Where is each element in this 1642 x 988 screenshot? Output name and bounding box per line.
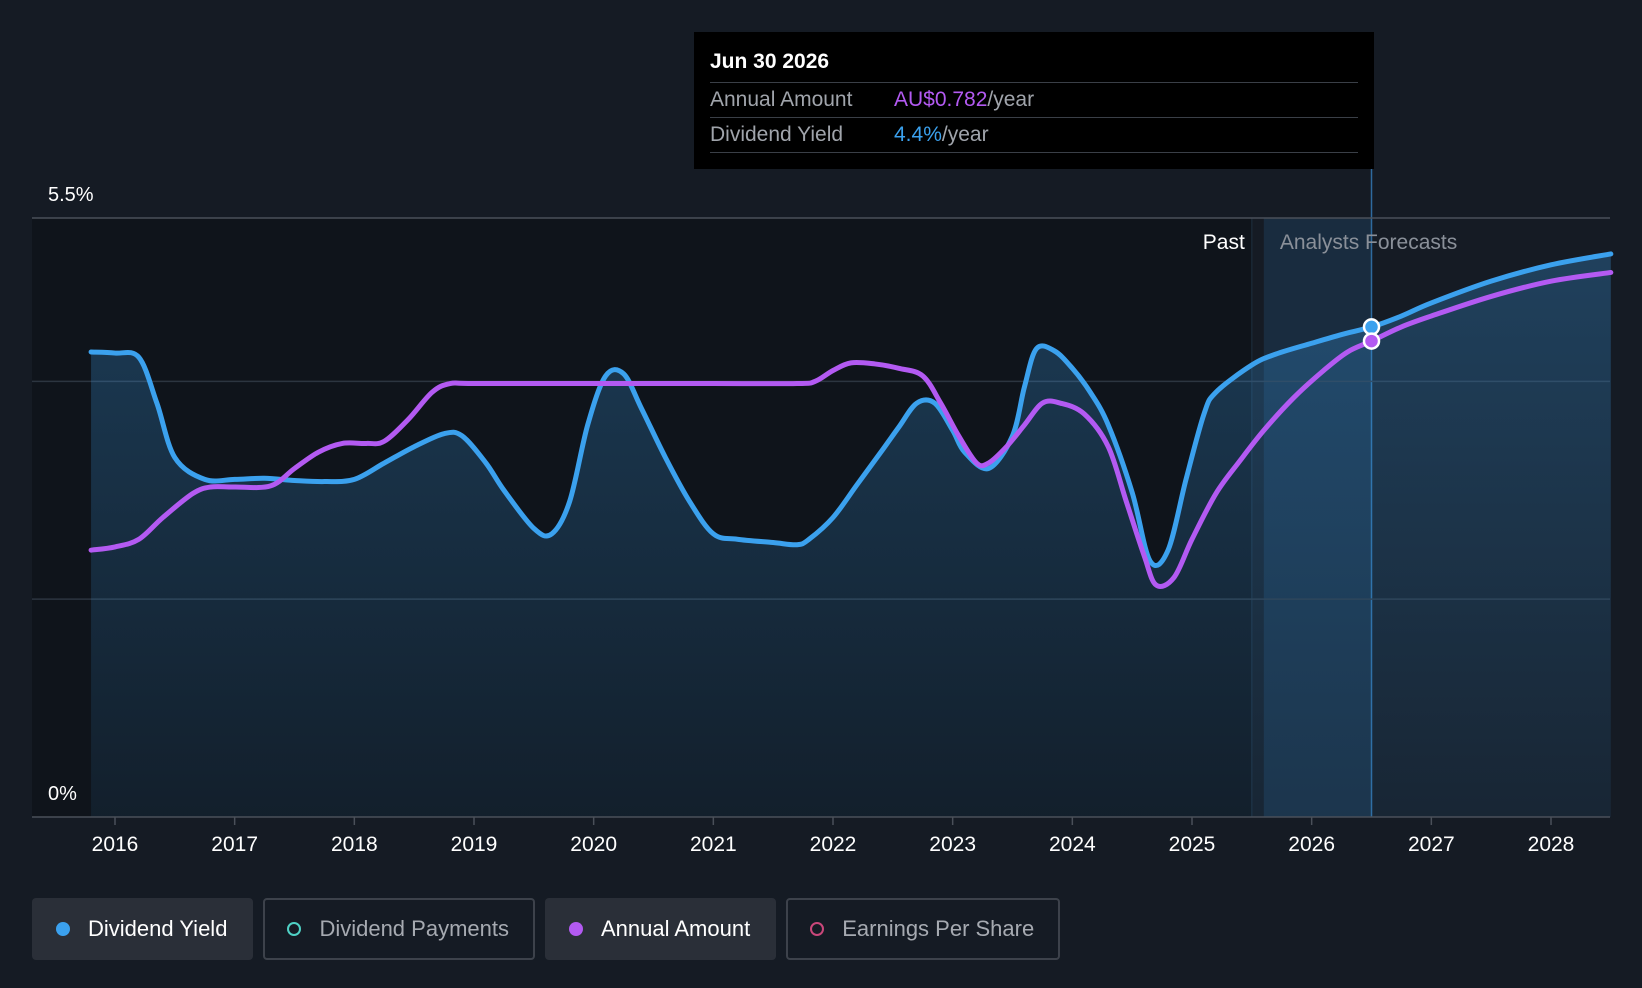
legend-annual-amount[interactable]: Annual Amount (544, 898, 777, 960)
past-label: Past (1203, 231, 1245, 254)
x-tick-label: 2021 (690, 833, 737, 856)
x-tick-label: 2017 (211, 833, 258, 856)
tooltip-row-dividend-yield: Dividend Yield 4.4% /year (710, 117, 1358, 153)
x-tick-label: 2023 (929, 833, 976, 856)
x-tick-label: 2016 (92, 833, 139, 856)
y-tick-label: 5.5% (48, 184, 94, 206)
x-tick-label: 2028 (1528, 833, 1575, 856)
legend-dividend-yield[interactable]: Dividend Yield (32, 898, 254, 960)
tooltip-unit: /year (987, 88, 1035, 111)
x-tick-label: 2026 (1288, 833, 1335, 856)
chart-legend: Dividend Yield Dividend Payments Annual … (32, 898, 1061, 960)
legend-label: Dividend Yield (88, 916, 228, 941)
x-tick-label: 2025 (1169, 833, 1216, 856)
dividend-yield-marker (1362, 318, 1381, 336)
x-tick-label: 2020 (570, 833, 617, 856)
x-tick-label: 2024 (1049, 833, 1096, 856)
dividend-yield-line (88, 251, 1614, 568)
forecast-label: Analysts Forecasts (1280, 231, 1457, 254)
tooltip-date: Jun 30 2026 (710, 50, 830, 73)
annual-amount-line (88, 269, 1614, 589)
tooltip-value: 4.4% (894, 123, 942, 146)
legend-label: Dividend Payments (319, 916, 509, 941)
legend-dividend-payments[interactable]: Dividend Payments (263, 898, 535, 960)
dividend-yield-area (91, 253, 1611, 817)
legend-earnings-per-share[interactable]: Earnings Per Share (786, 898, 1061, 960)
x-tick-label: 2018 (331, 833, 378, 856)
tooltip-value: AU$0.782 (894, 88, 988, 111)
tooltip-row-annual-amount: Annual Amount AU$0.782 /year (710, 82, 1358, 117)
legend-label: Annual Amount (600, 916, 751, 941)
legend-label: Earnings Per Share (842, 916, 1035, 941)
x-tick-label: 2019 (451, 833, 498, 856)
ring-icon (287, 922, 302, 936)
dot-icon (56, 922, 70, 936)
tooltip-label: Annual Amount (710, 88, 853, 111)
ring-icon (810, 922, 825, 936)
chart-tooltip: Jun 30 2026 Annual Amount AU$0.782 /year… (694, 32, 1374, 169)
tooltip-unit: /year (941, 123, 989, 146)
x-tick-label: 2027 (1408, 833, 1455, 856)
dot-icon (568, 922, 583, 936)
y-tick-label: 0% (48, 783, 77, 805)
annual-amount-marker (1362, 332, 1381, 350)
tooltip-label: Dividend Yield (710, 123, 844, 146)
x-tick-label: 2022 (810, 833, 857, 856)
